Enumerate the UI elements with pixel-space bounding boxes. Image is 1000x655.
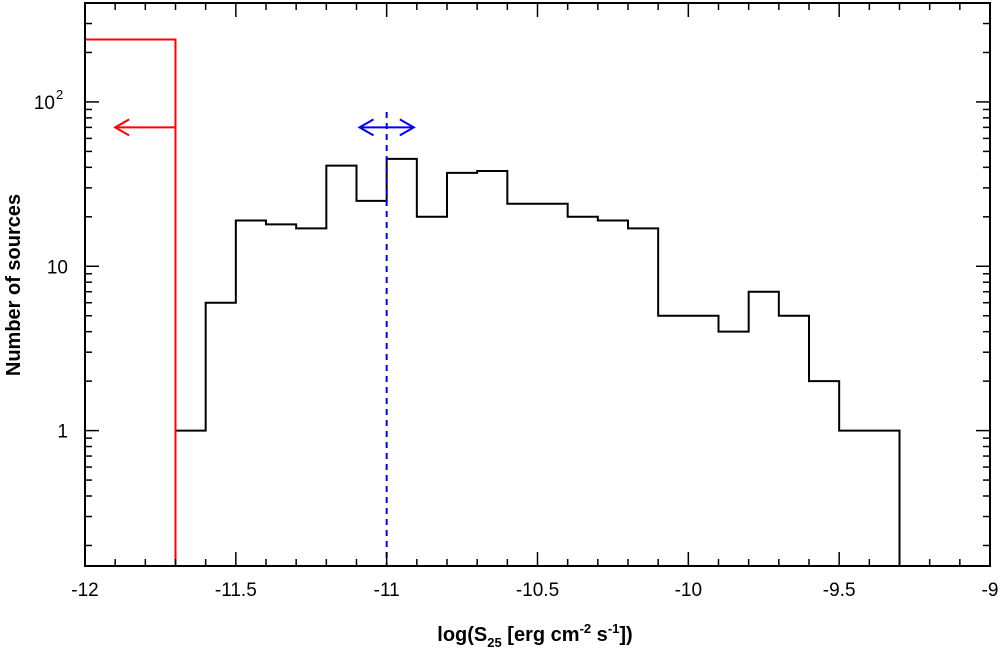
x-tick-label: -9.5 (823, 580, 856, 601)
x-axis-title: log(S25 [erg cm-2 s-1]) (437, 621, 632, 650)
y-tick-label: 10 (34, 93, 55, 114)
x-tick-label: -10.5 (516, 580, 559, 601)
histogram-series-1 (84, 38, 177, 566)
y-tick-label: 1 (57, 422, 68, 443)
x-tick-label: -9 (982, 580, 999, 601)
histogram-series-0 (174, 157, 901, 566)
y-axis-title: Number of sources (3, 194, 25, 376)
plot-frame (84, 2, 991, 567)
x-tick-label: -11.5 (215, 580, 257, 601)
upper-limit-arrow-head (113, 118, 130, 137)
range-arrow-head-left (357, 118, 375, 137)
axis-ticks (84, 2, 991, 566)
x-tick-label: -11 (374, 580, 400, 601)
x-tick-label: -10 (675, 580, 702, 601)
x-tick-label: -12 (71, 580, 98, 601)
range-arrow-head-right (399, 118, 416, 137)
y-tick-label: 10 (47, 257, 68, 278)
plot-area (84, 38, 901, 566)
y-tick-label-exponent: 2 (56, 87, 63, 102)
